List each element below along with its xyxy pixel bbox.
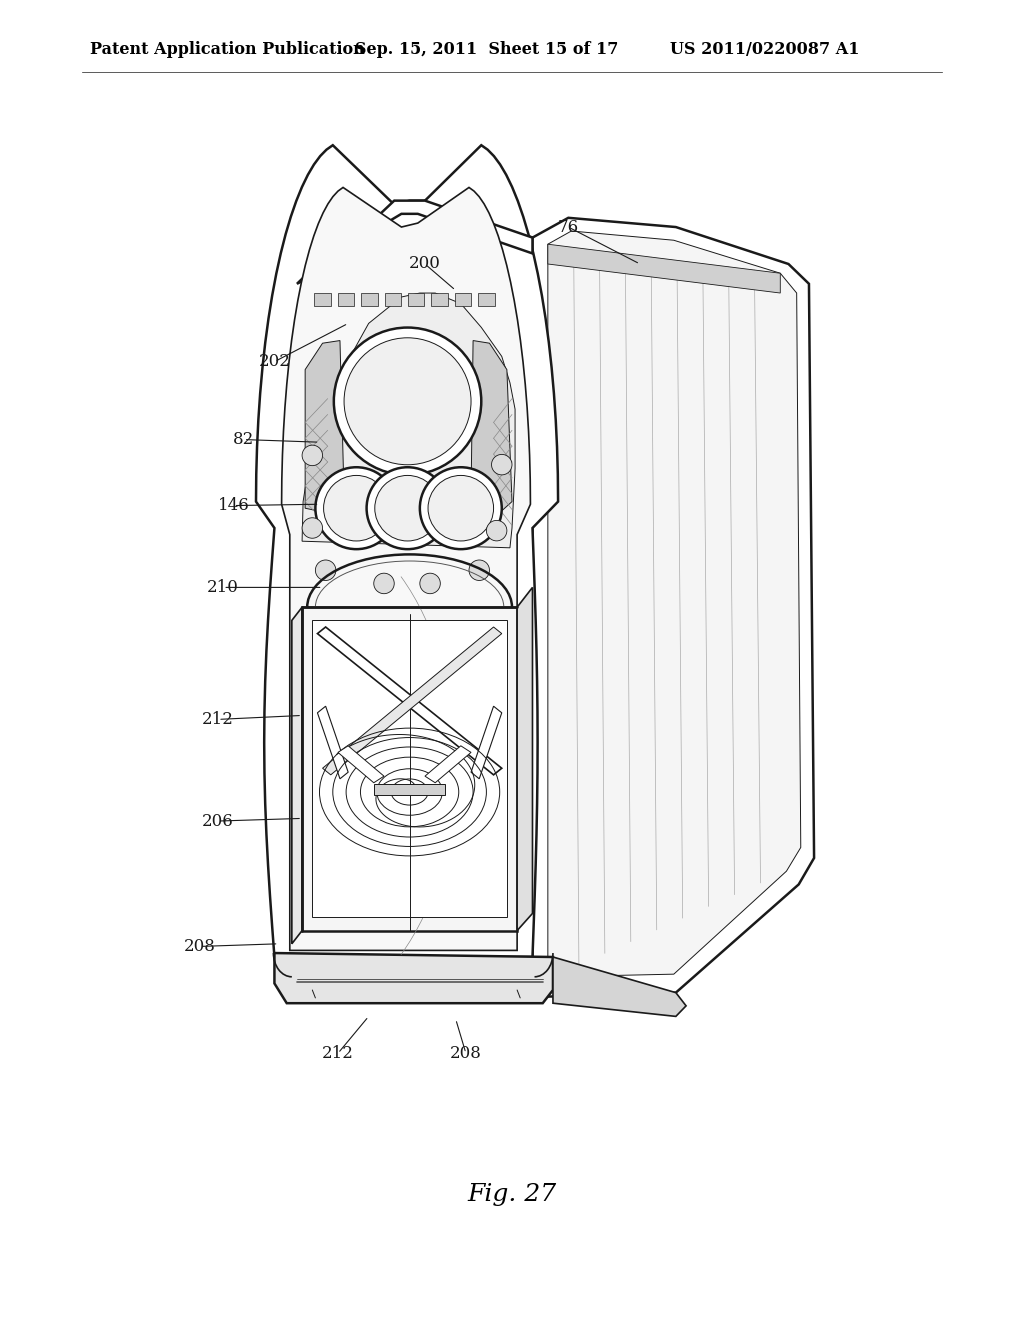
Polygon shape — [471, 341, 512, 511]
Polygon shape — [431, 293, 447, 306]
Polygon shape — [338, 746, 384, 783]
Circle shape — [492, 454, 512, 475]
Polygon shape — [305, 341, 344, 511]
Text: 208: 208 — [450, 1045, 482, 1061]
Circle shape — [420, 573, 440, 594]
Polygon shape — [297, 201, 532, 284]
Text: 76: 76 — [558, 219, 579, 235]
Polygon shape — [314, 293, 331, 306]
Text: Sep. 15, 2011  Sheet 15 of 17: Sep. 15, 2011 Sheet 15 of 17 — [355, 41, 618, 58]
Circle shape — [334, 327, 481, 475]
Text: 202: 202 — [258, 354, 291, 370]
Polygon shape — [532, 218, 814, 997]
Polygon shape — [302, 293, 515, 548]
Text: 212: 212 — [322, 1045, 354, 1061]
Circle shape — [469, 560, 489, 581]
Circle shape — [324, 475, 389, 541]
Polygon shape — [385, 293, 401, 306]
Polygon shape — [478, 293, 495, 306]
Circle shape — [374, 573, 394, 594]
Polygon shape — [553, 957, 686, 1016]
Polygon shape — [548, 244, 780, 293]
Text: 206: 206 — [202, 813, 234, 829]
Circle shape — [315, 560, 336, 581]
Text: Fig. 27: Fig. 27 — [467, 1184, 557, 1206]
Text: 82: 82 — [233, 432, 254, 447]
Polygon shape — [338, 293, 354, 306]
Polygon shape — [312, 620, 507, 917]
Polygon shape — [317, 706, 348, 779]
Text: 200: 200 — [409, 256, 441, 272]
Polygon shape — [292, 607, 302, 944]
Polygon shape — [408, 293, 424, 306]
Polygon shape — [302, 607, 517, 931]
Circle shape — [344, 338, 471, 465]
Polygon shape — [282, 187, 530, 950]
Circle shape — [302, 445, 323, 466]
Text: 210: 210 — [207, 579, 240, 595]
Polygon shape — [317, 627, 502, 775]
Text: 146: 146 — [217, 498, 250, 513]
Text: Patent Application Publication: Patent Application Publication — [90, 41, 365, 58]
Circle shape — [367, 467, 449, 549]
Polygon shape — [425, 746, 471, 783]
Circle shape — [428, 475, 494, 541]
Polygon shape — [455, 293, 471, 306]
Polygon shape — [374, 784, 445, 795]
Circle shape — [420, 467, 502, 549]
Circle shape — [486, 520, 507, 541]
Circle shape — [302, 517, 323, 539]
Polygon shape — [323, 627, 502, 775]
Polygon shape — [256, 145, 558, 957]
Text: 212: 212 — [202, 711, 234, 727]
Polygon shape — [361, 293, 378, 306]
Text: 208: 208 — [183, 939, 216, 954]
Polygon shape — [548, 231, 801, 977]
Polygon shape — [274, 953, 553, 1003]
Polygon shape — [517, 587, 532, 931]
Polygon shape — [471, 706, 502, 779]
Text: US 2011/0220087 A1: US 2011/0220087 A1 — [670, 41, 859, 58]
Circle shape — [315, 467, 397, 549]
Circle shape — [375, 475, 440, 541]
